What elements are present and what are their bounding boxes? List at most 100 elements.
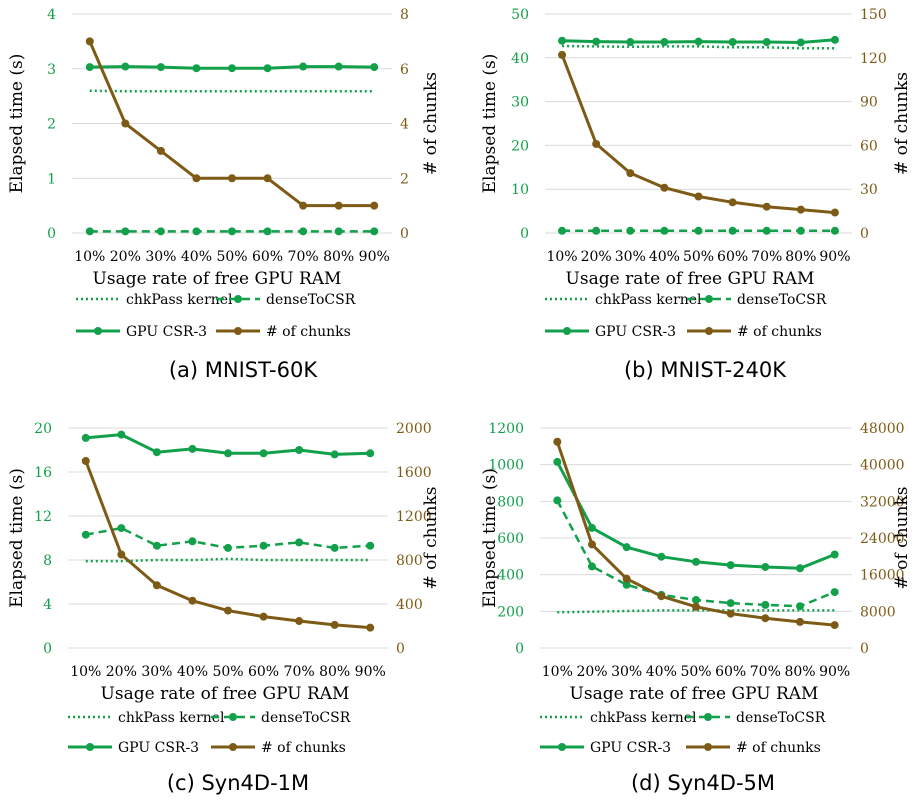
data-point [558, 50, 567, 59]
data-point [660, 38, 669, 47]
legend-label: denseToCSR [261, 710, 351, 726]
chart-caption: (d) Syn4D-5M [631, 771, 775, 795]
data-point [121, 227, 130, 236]
x-tick-label: 10% [546, 249, 577, 265]
x-tick-label: 10% [542, 664, 573, 680]
y-tick-label: 2 [47, 117, 56, 133]
x-tick-label: 20% [581, 249, 612, 265]
y2-tick-label: 1200 [396, 509, 432, 525]
y2-tick-label: 0 [860, 226, 869, 242]
data-point [796, 38, 805, 47]
data-point [330, 620, 339, 629]
data-point [622, 574, 631, 583]
legend-marker [563, 327, 571, 335]
data-point [295, 617, 304, 626]
data-point [588, 562, 596, 571]
data-point [192, 227, 201, 236]
x-tick-label: 20% [110, 249, 141, 265]
legend-marker [705, 295, 713, 303]
data-point [728, 38, 737, 47]
y2-tick-label: 40000 [860, 458, 905, 474]
data-point [796, 226, 805, 235]
legend-label: # of chunks [737, 324, 822, 340]
data-point [622, 580, 631, 589]
x-tick-label: 80% [323, 249, 354, 265]
data-point [761, 614, 770, 623]
data-point [761, 600, 770, 609]
y2-tick-label: 120 [860, 51, 887, 67]
y2-tick-label: 0 [860, 641, 869, 657]
data-point [85, 63, 94, 72]
x-tick-label: 60% [252, 249, 283, 265]
y2-tick-label: 2 [400, 171, 409, 187]
data-point [334, 227, 343, 236]
x-axis-title: Usage rate of free GPU RAM [101, 684, 350, 704]
y-tick-label: 8 [43, 553, 52, 569]
legend-label: denseToCSR [736, 710, 826, 726]
legend-marker [86, 743, 94, 751]
y-tick-label: 0 [520, 226, 529, 242]
x-tick-label: 70% [750, 664, 781, 680]
data-point [558, 226, 567, 235]
data-point [626, 169, 635, 178]
data-point [224, 449, 232, 458]
x-tick-label: 90% [359, 249, 390, 265]
legend-label: # of chunks [266, 324, 351, 340]
data-point [192, 64, 201, 73]
data-point [117, 550, 126, 559]
x-tick-label: 40% [646, 664, 677, 680]
x-tick-label: 50% [680, 664, 711, 680]
y-tick-label: 40 [511, 51, 529, 67]
data-point [728, 198, 737, 207]
data-point [156, 63, 165, 72]
data-point [366, 541, 375, 550]
y2-tick-label: 4 [400, 117, 409, 133]
data-point [117, 430, 126, 439]
x-tick-label: 60% [248, 664, 279, 680]
x-tick-label: 60% [715, 664, 746, 680]
y2-tick-label: 32000 [860, 494, 905, 510]
x-tick-label: 40% [649, 249, 680, 265]
y2-tick-label: 0 [400, 226, 409, 242]
legend-label: denseToCSR [266, 292, 356, 308]
y-axis-title: Elapsed time (s) [7, 468, 27, 608]
series-line [562, 44, 835, 50]
data-point [295, 446, 304, 454]
data-point [830, 226, 839, 235]
x-tick-label: 90% [819, 664, 850, 680]
y-tick-label: 0 [43, 641, 52, 657]
data-point [553, 457, 562, 466]
x-axis-title: Usage rate of free GPU RAM [570, 684, 819, 704]
data-point [761, 562, 770, 571]
data-point [263, 64, 272, 73]
data-point [588, 540, 596, 549]
y2-axis-title: # of chunks [892, 487, 912, 590]
chart-panel-2: 0 4 8 12 16 20 0 400 800 1200 1600 2000 10% 20% 30% 40%… [7, 421, 441, 795]
data-point [692, 595, 700, 604]
data-point [694, 192, 703, 201]
y-tick-label: 10 [511, 182, 529, 198]
data-point [796, 617, 804, 626]
chart-panel-1: 0 10 20 30 40 50 0 30 60 90 120 150 10% 20% 30% 40% 50% 6… [480, 7, 912, 382]
data-point [592, 226, 601, 235]
y-tick-label: 200 [497, 604, 524, 620]
x-tick-label: 30% [141, 664, 172, 680]
legend-marker [234, 327, 242, 335]
y-tick-label: 4 [47, 7, 56, 23]
legend-label: GPU CSR-3 [595, 324, 676, 340]
y2-tick-label: 24000 [860, 531, 905, 547]
data-point [830, 208, 839, 217]
data-point [796, 205, 805, 214]
x-tick-label: 50% [212, 664, 243, 680]
data-point [192, 174, 201, 183]
data-point [370, 63, 379, 72]
data-point [370, 227, 379, 236]
y-tick-label: 800 [497, 494, 524, 510]
y2-tick-label: 8000 [860, 604, 896, 620]
data-point [558, 36, 567, 45]
data-point [263, 227, 272, 236]
data-point [692, 602, 700, 611]
x-tick-label: 10% [74, 249, 105, 265]
y2-tick-label: 6 [400, 62, 409, 78]
